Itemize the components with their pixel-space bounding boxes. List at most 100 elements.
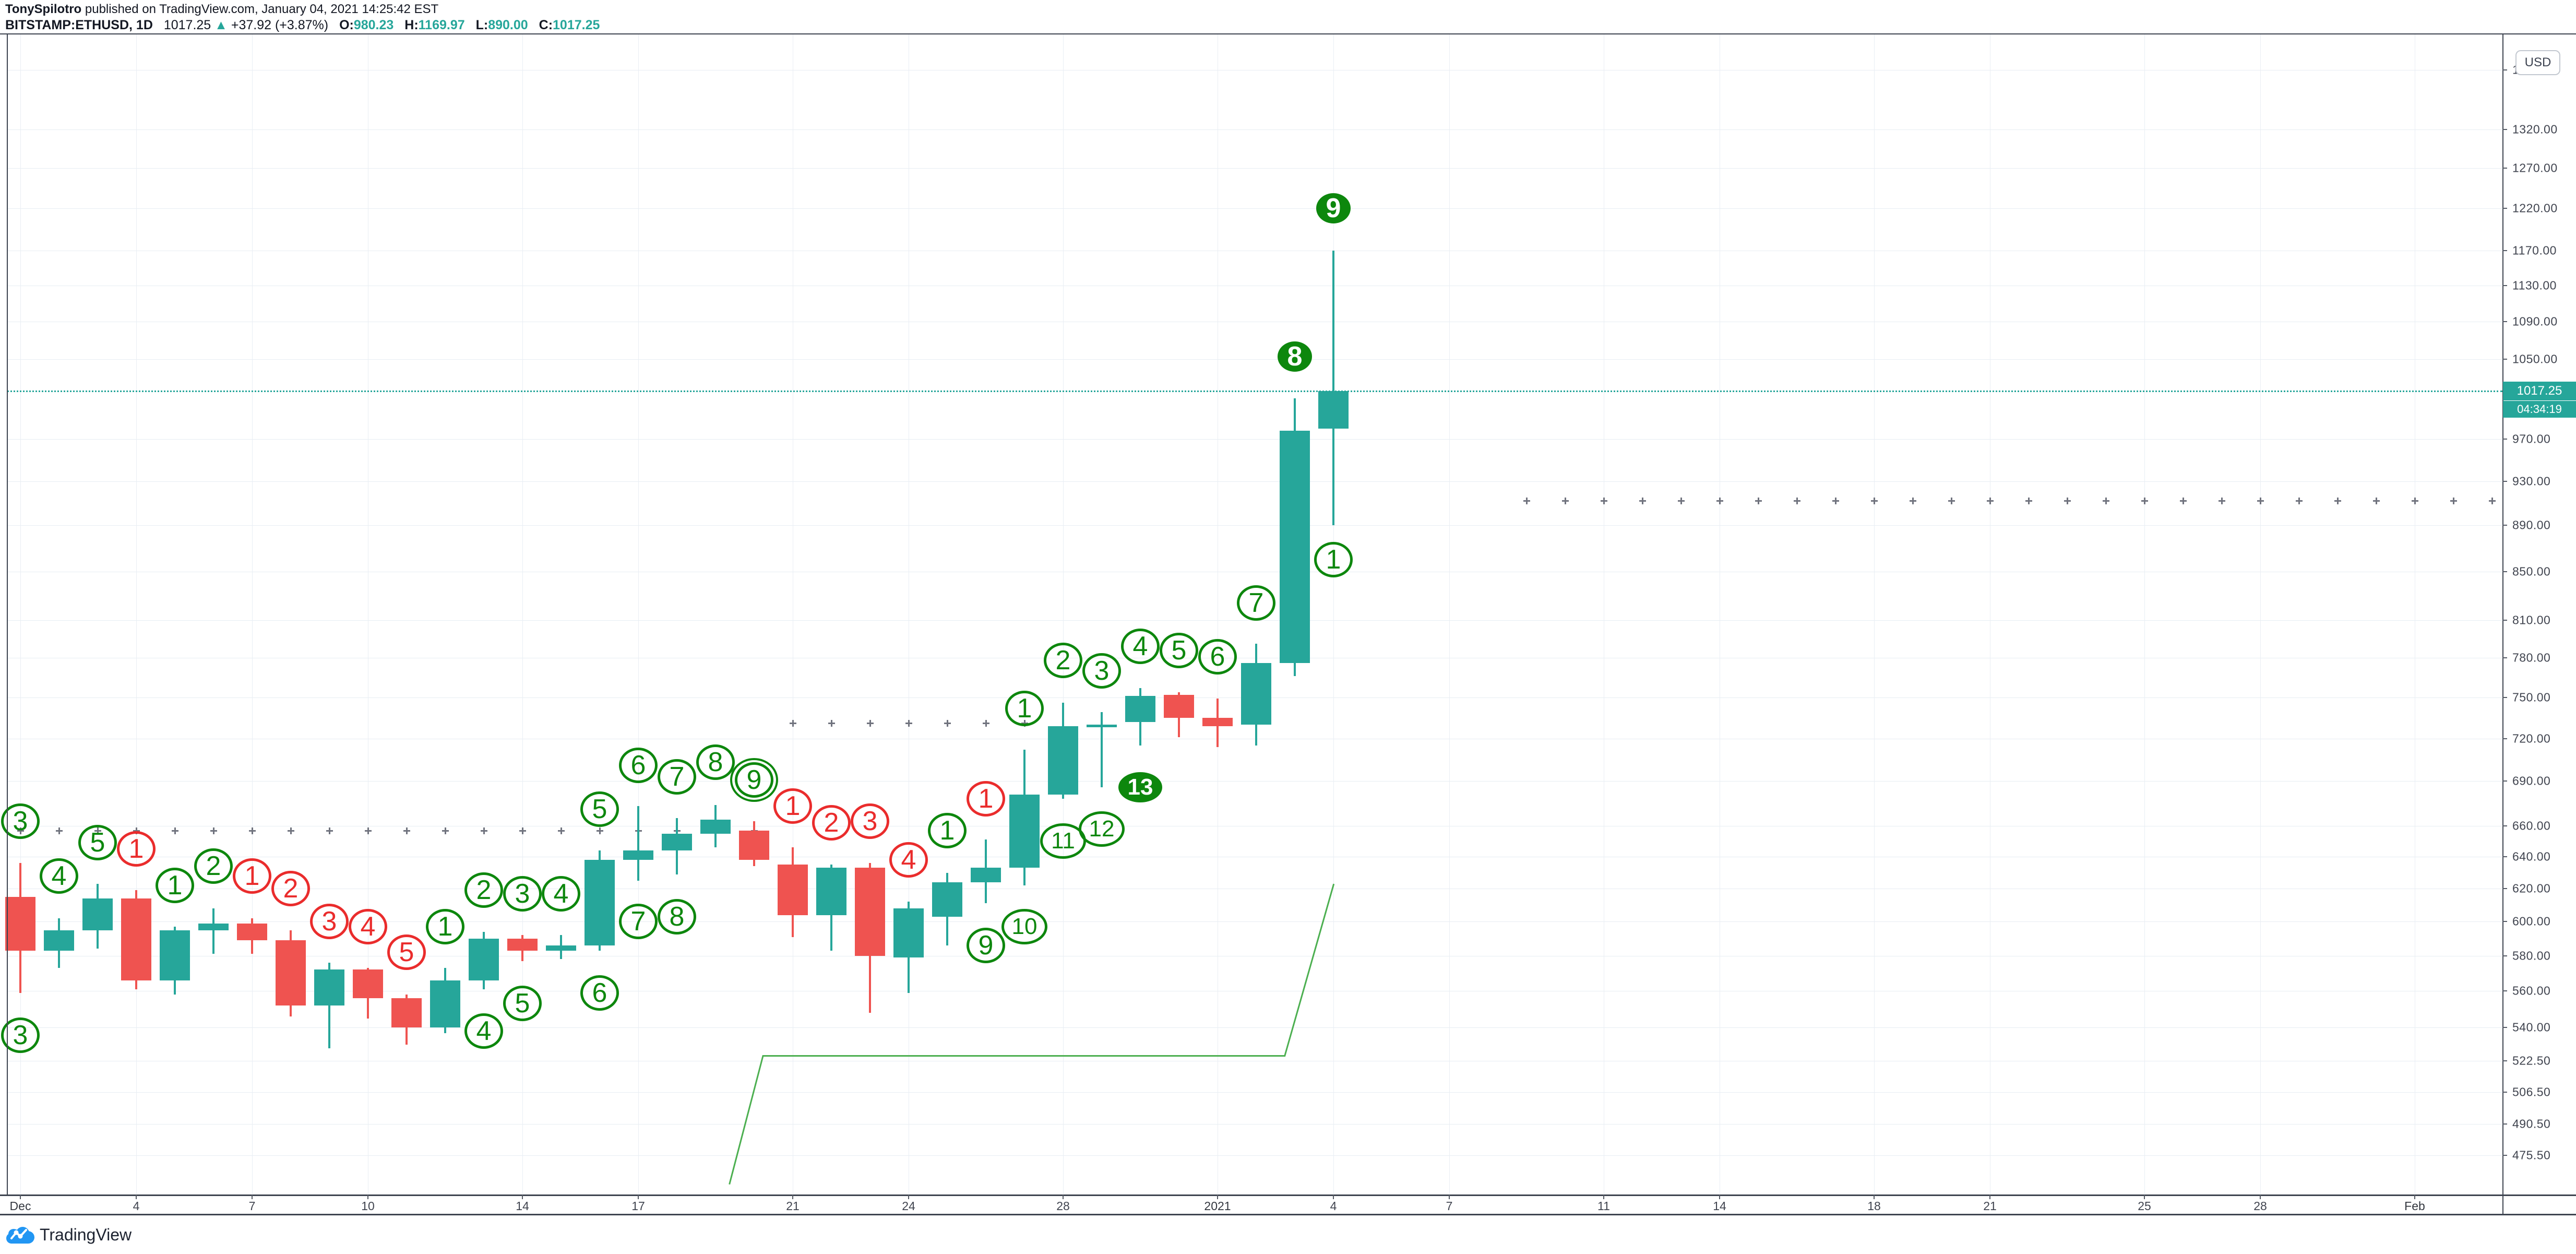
candle[interactable] (739, 830, 769, 860)
count-dot-marker (1910, 498, 1916, 505)
count-circle-lower-4: 4 (464, 1013, 503, 1049)
candle[interactable] (314, 969, 344, 1005)
candle[interactable] (237, 923, 267, 941)
candle[interactable] (1087, 724, 1117, 728)
price-axis-tick (2502, 525, 2507, 526)
price-axis-label: 560.00 (2512, 984, 2551, 998)
price-axis-tick (2502, 480, 2507, 482)
time-axis-label: 11 (1597, 1199, 1610, 1213)
time-axis-label: 25 (2138, 1199, 2151, 1213)
candle[interactable] (700, 820, 731, 834)
count-circle-upper-1: 1 (928, 812, 967, 848)
time-axis-tick (2414, 1194, 2415, 1199)
price-axis-label: 720.00 (2512, 731, 2551, 745)
time-gridline (638, 33, 639, 1194)
candle[interactable] (353, 969, 383, 999)
candle[interactable] (1048, 726, 1078, 795)
candle[interactable] (932, 882, 962, 917)
open-label: O: (339, 18, 354, 32)
count-dot-marker (2373, 498, 2380, 505)
count-dot-marker (867, 720, 874, 727)
count-dot-marker (210, 827, 217, 834)
count-circle-number: 1 (939, 815, 955, 846)
count-circle-number: 1 (437, 912, 453, 942)
candle[interactable] (82, 898, 113, 930)
candle[interactable] (1318, 391, 1349, 429)
open-value: 980.23 (353, 18, 394, 32)
candle[interactable] (778, 865, 808, 915)
candle[interactable] (430, 980, 460, 1028)
count-circle-number: 8 (1287, 341, 1303, 372)
candle[interactable] (1009, 794, 1040, 868)
count-circle-number: 2 (476, 875, 492, 906)
price-axis-label: 690.00 (2512, 774, 2551, 788)
price-axis-tick (2502, 619, 2507, 621)
candle[interactable] (1202, 717, 1233, 726)
candle[interactable] (893, 908, 924, 958)
count-circle-lower-10: 10 (1001, 909, 1047, 945)
price-axis-tick (2502, 69, 2507, 71)
count-circle-upper-1: 1 (426, 909, 464, 945)
count-circle-number: 1 (244, 860, 260, 891)
count-circle-number: 2 (1055, 645, 1071, 676)
candle[interactable] (623, 850, 653, 860)
tradingview-logo[interactable]: TradingView (6, 1225, 132, 1245)
candle[interactable] (1280, 430, 1310, 664)
time-axis-label: 2021 (1204, 1199, 1231, 1213)
candle[interactable] (1125, 696, 1155, 722)
price-axis-label: 490.50 (2512, 1117, 2551, 1131)
count-circle-number: 1 (978, 784, 994, 814)
candle[interactable] (391, 998, 422, 1028)
time-axis-label: Dec (9, 1199, 31, 1213)
time-axis-label: 4 (1330, 1199, 1337, 1213)
candle[interactable] (816, 868, 846, 915)
count-circle-number: 6 (630, 750, 646, 780)
price-gridline (7, 481, 2502, 482)
candle[interactable] (546, 945, 576, 951)
count-circle-number: 1 (785, 791, 801, 822)
price-axis-tick (2502, 571, 2507, 572)
candle[interactable] (507, 938, 538, 951)
candle[interactable] (5, 896, 35, 951)
publish-info: TonySpilotro published on TradingView.co… (5, 2, 600, 18)
candle[interactable] (469, 938, 499, 980)
time-axis-label: 10 (361, 1199, 375, 1213)
time-gridline (2260, 33, 2261, 1194)
time-gridline (1063, 33, 1064, 1194)
count-circle-number: 9 (978, 930, 994, 961)
candle[interactable] (585, 860, 615, 945)
price-gridline (7, 1124, 2502, 1125)
count-dot-marker (288, 827, 294, 834)
price-axis-tick (2502, 285, 2507, 286)
price-axis-label: 620.00 (2512, 881, 2551, 895)
time-axis-tick (1063, 1194, 1064, 1199)
last-price-line (7, 391, 2502, 393)
count-dot-marker (2064, 498, 2071, 505)
count-circle-number: 1 (1017, 693, 1032, 724)
candle[interactable] (160, 930, 190, 980)
candle[interactable] (1164, 694, 1194, 718)
price-axis-label: 780.00 (2512, 650, 2551, 665)
candle[interactable] (1241, 663, 1271, 725)
time-axis-tick (2260, 1194, 2261, 1199)
candle[interactable] (662, 833, 692, 851)
count-dot-marker (790, 720, 796, 727)
candle[interactable] (971, 868, 1001, 882)
candle[interactable] (44, 930, 74, 951)
candle[interactable] (855, 868, 885, 956)
count-dot-marker (905, 720, 912, 727)
count-circle-upper-6: 6 (1198, 638, 1237, 675)
price-axis-label: 475.50 (2512, 1148, 2551, 1162)
count-dot-marker (2025, 498, 2032, 505)
count-circle-upper-3: 3 (851, 803, 889, 839)
time-axis-tick (1333, 1194, 1334, 1199)
time-axis-tick (638, 1194, 639, 1199)
currency-toggle-button[interactable]: USD (2515, 50, 2560, 75)
count-dot-marker (2412, 498, 2418, 505)
candle[interactable] (121, 898, 151, 980)
price-axis-tick (2502, 438, 2507, 440)
candle[interactable] (198, 923, 229, 930)
candle-wick (328, 963, 330, 1048)
candle[interactable] (276, 940, 306, 1005)
